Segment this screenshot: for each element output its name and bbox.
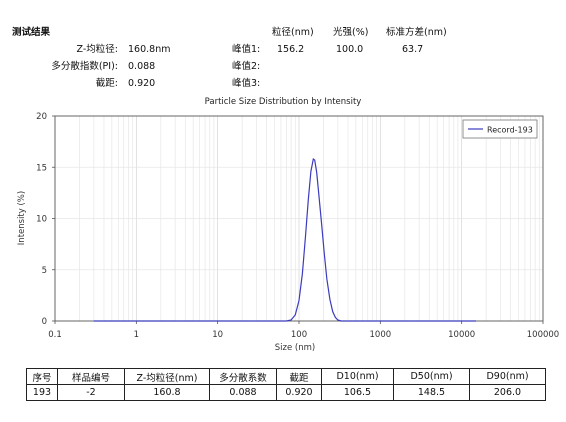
cell-pdi: 0.088 [209, 384, 277, 401]
chart-title: Particle Size Distribution by Intensity [205, 97, 362, 107]
y-tick-label: 0 [42, 317, 47, 327]
cell-d50: 148.5 [393, 384, 470, 401]
x-tick-label: 100 [291, 330, 307, 340]
peak-2-label: 峰值2: [232, 61, 261, 72]
intercept-label: 截距: [95, 78, 118, 89]
intercept-value: 0.920 [128, 78, 156, 89]
x-tick-label: 1000 [370, 330, 392, 340]
th-d90: D90(nm) [469, 368, 546, 385]
chart-legend: Record-193 [462, 119, 538, 139]
th-d10: D10(nm) [321, 368, 394, 385]
table-header-row: 序号 样品编号 Z-均粒径(nm) 多分散系数 截距 D10(nm) D50(n… [26, 368, 546, 385]
x-tick-label: 1 [134, 330, 139, 340]
col-header-intensity: 光强(%) [333, 27, 369, 38]
results-table: 序号 样品编号 Z-均粒径(nm) 多分散系数 截距 D10(nm) D50(n… [26, 368, 546, 401]
y-tick-label: 20 [36, 112, 47, 122]
x-tick-label: 10000 [448, 330, 475, 340]
th-sample-id: 样品编号 [57, 368, 125, 385]
x-axis-title: Size (nm) [275, 343, 315, 353]
peak-1-size: 156.2 [277, 44, 305, 55]
z-average-label: Z-均粒径: [76, 44, 118, 55]
table-row: 193 -2 160.8 0.088 0.920 106.5 148.5 206… [26, 384, 546, 401]
th-intercept: 截距 [276, 368, 322, 385]
size-distribution-chart: Particle Size Distribution by Intensity … [17, 97, 559, 353]
th-z-average: Z-均粒径(nm) [124, 368, 210, 385]
pdi-value: 0.088 [128, 61, 156, 72]
col-header-size: 粒径(nm) [272, 27, 314, 38]
series-line-record-193 [93, 158, 476, 322]
y-tick-label: 15 [36, 163, 47, 173]
x-tick-label: 0.1 [48, 330, 62, 340]
pdi-label: 多分散指数(PI): [51, 61, 118, 72]
cell-z-average: 160.8 [124, 384, 210, 401]
cell-intercept: 0.920 [276, 384, 322, 401]
y-axis-title: Intensity (%) [17, 191, 27, 245]
results-title: 测试结果 [12, 27, 51, 38]
th-d50: D50(nm) [393, 368, 470, 385]
peak-1-intensity: 100.0 [336, 44, 364, 55]
cell-d90: 206.0 [469, 384, 546, 401]
peak-3-label: 峰值3: [232, 78, 261, 89]
th-index: 序号 [26, 368, 58, 385]
peak-1-std: 63.7 [402, 44, 424, 55]
col-header-std: 标准方差(nm) [386, 27, 447, 38]
legend-box [462, 119, 538, 139]
y-tick-label: 10 [36, 215, 47, 225]
legend-label: Record-193 [487, 126, 533, 135]
peak-1-label: 峰值1: [232, 44, 261, 55]
y-tick-label: 5 [42, 266, 47, 276]
cell-index: 193 [26, 384, 58, 401]
x-tick-label: 100000 [527, 330, 559, 340]
x-tick-label: 10 [212, 330, 223, 340]
z-average-value: 160.8nm [128, 44, 171, 55]
cell-sample-id: -2 [57, 384, 125, 401]
cell-d10: 106.5 [321, 384, 394, 401]
th-pdi: 多分散系数 [209, 368, 277, 385]
